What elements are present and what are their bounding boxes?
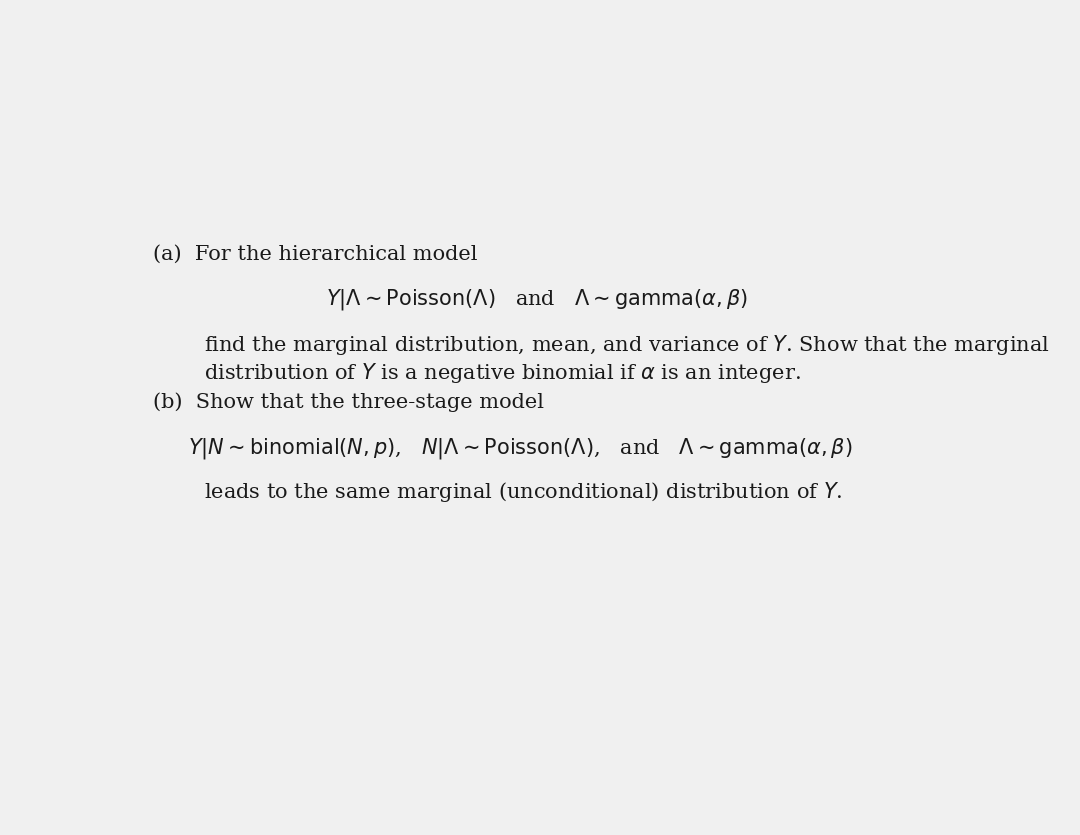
Text: leads to the same marginal (unconditional) distribution of $Y$.: leads to the same marginal (unconditiona…: [204, 480, 842, 504]
Text: find the marginal distribution, mean, and variance of $Y$. Show that the margina: find the marginal distribution, mean, an…: [204, 332, 1050, 357]
Text: distribution of $Y$ is a negative binomial if $\alpha$ is an integer.: distribution of $Y$ is a negative binomi…: [204, 362, 800, 386]
Text: $Y|\Lambda \sim \mathrm{Poisson}(\Lambda)$   and   $\Lambda \sim \mathrm{gamma}(: $Y|\Lambda \sim \mathrm{Poisson}(\Lambda…: [326, 287, 747, 312]
Text: $Y|N \sim \mathrm{binomial}(N, p)$,   $N|\Lambda \sim \mathrm{Poisson}(\Lambda)$: $Y|N \sim \mathrm{binomial}(N, p)$, $N|\…: [188, 436, 852, 461]
Text: (b)  Show that the three-stage model: (b) Show that the three-stage model: [153, 392, 544, 412]
Text: (a)  For the hierarchical model: (a) For the hierarchical model: [153, 245, 478, 264]
